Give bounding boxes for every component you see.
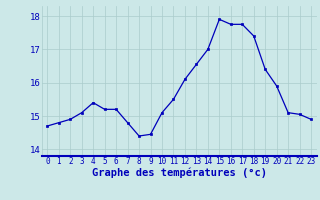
X-axis label: Graphe des températures (°c): Graphe des températures (°c) [92, 168, 267, 178]
